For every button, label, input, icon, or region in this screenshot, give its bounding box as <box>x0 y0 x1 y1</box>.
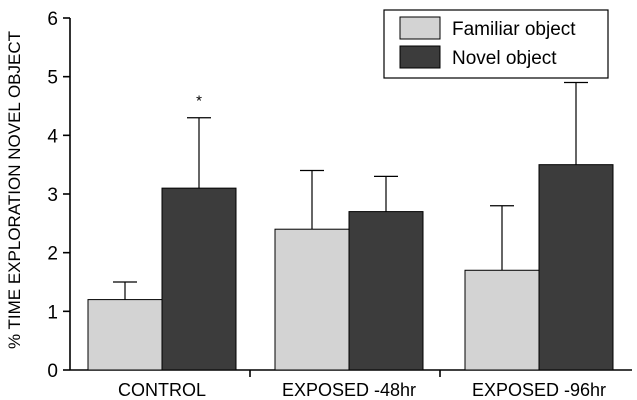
y-tick-label: 1 <box>47 302 58 323</box>
bar-novel-2 <box>538 164 614 371</box>
y-axis-label: % TIME EXPLORATION NOVEL OBJECT <box>5 31 24 349</box>
legend: Familiar object Novel object <box>383 9 609 79</box>
bar-familiar-0 <box>87 299 163 371</box>
legend-swatch-familiar <box>399 16 441 40</box>
y-tick-label: 6 <box>47 9 58 30</box>
y-tick-label: 4 <box>47 126 58 147</box>
y-tick-label: 2 <box>47 244 58 265</box>
legend-swatch-novel <box>399 45 441 69</box>
bar-familiar-1 <box>274 228 350 371</box>
significance-marker: * <box>196 93 202 110</box>
y-tick-label: 5 <box>47 68 58 89</box>
bar-novel-1 <box>348 211 424 371</box>
bar-novel-0 <box>161 187 237 371</box>
legend-label-familiar: Familiar object <box>452 19 576 40</box>
y-tick-label: 0 <box>47 361 58 382</box>
x-tick-label: EXPOSED -48hr <box>282 380 416 400</box>
y-tick-label: 3 <box>47 185 58 206</box>
x-tick-label: CONTROL <box>118 380 206 400</box>
x-tick-label: EXPOSED -96hr <box>472 380 606 400</box>
legend-label-novel: Novel object <box>452 48 557 69</box>
bars-group <box>87 81 614 371</box>
labels-group: 0 1 2 3 4 5 6 CONTROL EXPOSED -48hr EXPOSED -96hr… <box>47 9 606 400</box>
bar-familiar-2 <box>464 269 540 371</box>
